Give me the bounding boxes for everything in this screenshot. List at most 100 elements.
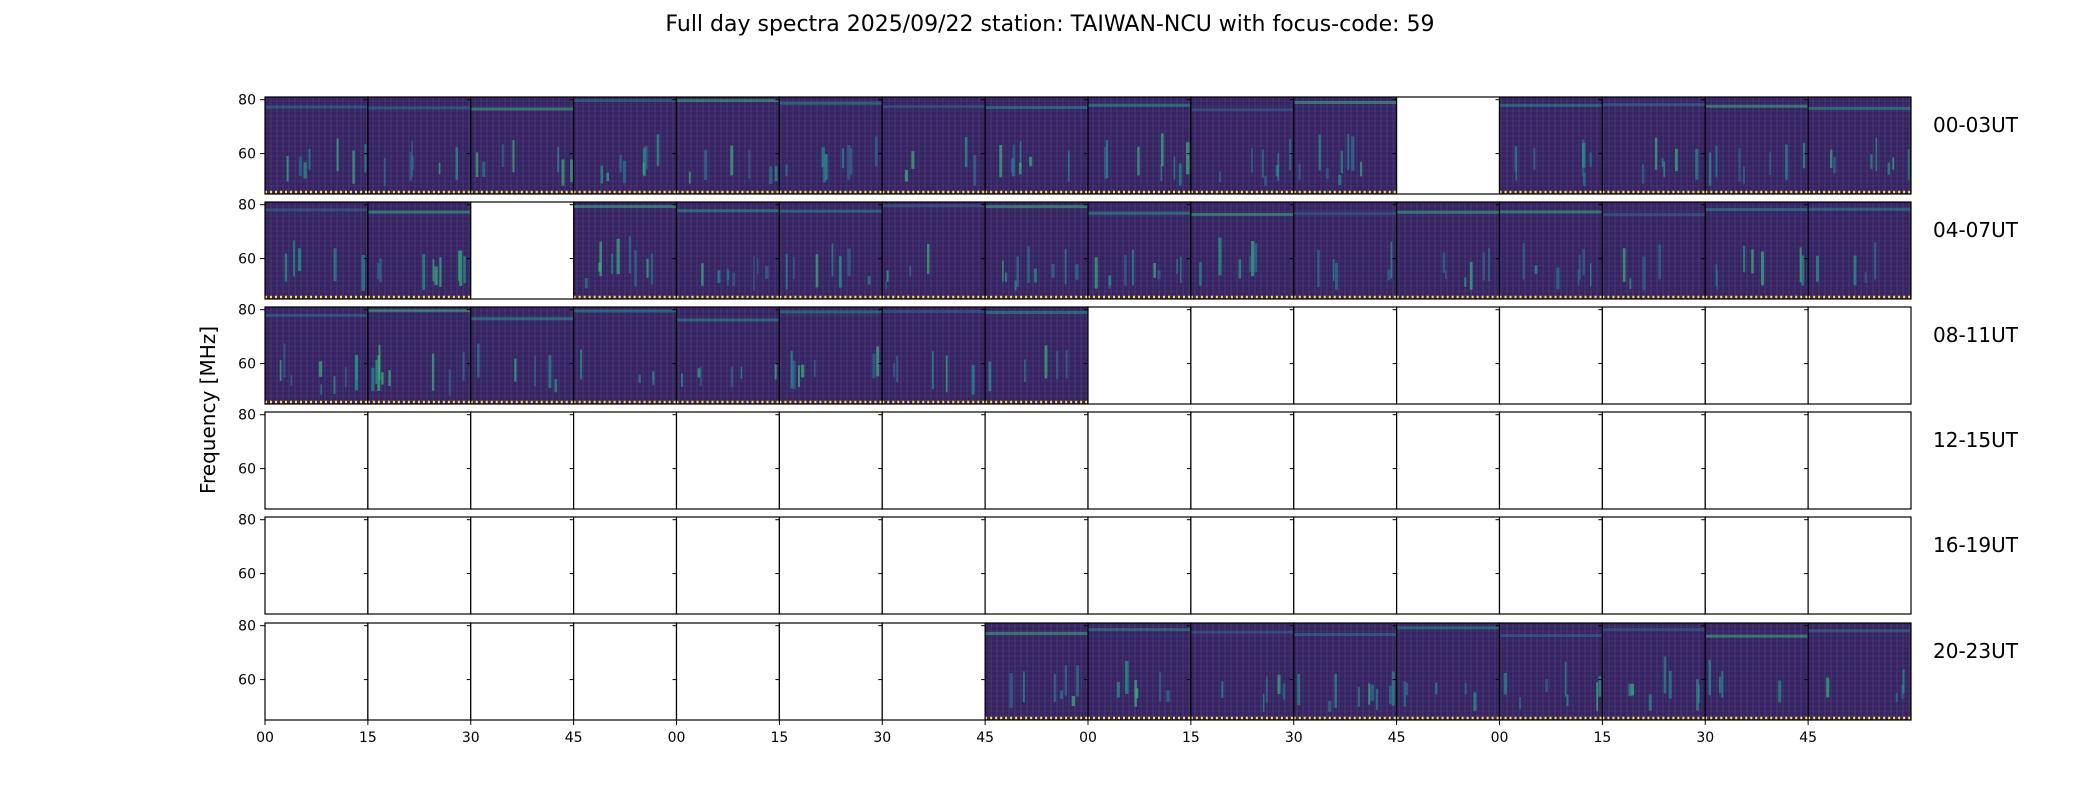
spectrum-panel-20-23UT-9 bbox=[1190, 622, 1295, 721]
spectrum-panel-08-11UT-5 bbox=[778, 306, 883, 405]
spectrum-panel-08-11UT-11 bbox=[1396, 306, 1501, 405]
x-tick-label: 45 bbox=[1388, 730, 1406, 746]
spectrum-panel-08-11UT-2 bbox=[470, 306, 575, 405]
spectrum-panel-00-03UT-7 bbox=[984, 96, 1089, 195]
spectrum-panel-16-19UT-3 bbox=[573, 516, 678, 615]
row-label-20-23UT: 20-23UT bbox=[1933, 639, 2019, 663]
spectrum-panel-04-07UT-8 bbox=[1087, 201, 1192, 300]
row-label-12-15UT: 12-15UT bbox=[1933, 428, 2019, 452]
spectrum-panel-12-15UT-13 bbox=[1601, 411, 1706, 510]
spectrum-panel-12-15UT-4 bbox=[675, 411, 780, 510]
spectrum-panel-04-07UT-15 bbox=[1807, 201, 1912, 300]
y-tick-label: 60 bbox=[238, 462, 256, 478]
x-tick-label: 00 bbox=[1491, 730, 1509, 746]
x-tick-label: 30 bbox=[873, 730, 891, 746]
spectrum-panel-08-11UT-1 bbox=[367, 306, 472, 405]
x-tick-label: 45 bbox=[565, 730, 583, 746]
x-tick-label: 45 bbox=[1799, 730, 1817, 746]
spectrum-panel-04-07UT-7 bbox=[984, 201, 1089, 300]
chart-title: Full day spectra 2025/09/22 station: TAI… bbox=[665, 12, 1435, 37]
spectrum-panel-20-23UT-8 bbox=[1087, 622, 1192, 721]
spectrum-panel-04-07UT-6 bbox=[881, 201, 986, 300]
spectrum-panel-12-15UT-6 bbox=[881, 411, 986, 510]
spectrum-panel-12-15UT-5 bbox=[778, 411, 883, 510]
y-tick-label: 60 bbox=[238, 147, 256, 163]
spectrum-panel-08-11UT-6 bbox=[881, 306, 986, 405]
x-tick-label: 00 bbox=[668, 730, 686, 746]
y-tick-label: 80 bbox=[238, 198, 256, 214]
spectrum-panel-20-23UT-12 bbox=[1498, 622, 1603, 721]
y-tick-label: 60 bbox=[238, 567, 256, 583]
spectrum-panel-00-03UT-0 bbox=[264, 96, 369, 195]
spectrum-panel-12-15UT-2 bbox=[470, 411, 575, 510]
spectrum-panel-00-03UT-3 bbox=[573, 96, 678, 195]
spectrum-panel-12-15UT-0 bbox=[264, 411, 369, 510]
spectrum-panel-00-03UT-12 bbox=[1498, 96, 1603, 195]
spectrum-panel-08-11UT-3 bbox=[573, 306, 678, 405]
x-tick-label: 45 bbox=[976, 730, 994, 746]
spectrum-panel-00-03UT-15 bbox=[1807, 96, 1912, 195]
spectrum-panel-20-23UT-6 bbox=[881, 622, 986, 721]
spectrum-panel-16-19UT-10 bbox=[1293, 516, 1398, 615]
spectrum-panel-00-03UT-9 bbox=[1190, 96, 1295, 195]
spectrum-panel-12-15UT-1 bbox=[367, 411, 472, 510]
spectrum-panel-04-07UT-9 bbox=[1190, 201, 1295, 300]
row-label-00-03UT: 00-03UT bbox=[1933, 113, 2019, 137]
spectrum-panel-04-07UT-13 bbox=[1601, 201, 1706, 300]
spectrum-panel-16-19UT-1 bbox=[367, 516, 472, 615]
x-tick-label: 15 bbox=[1593, 730, 1611, 746]
spectrum-panel-04-07UT-3 bbox=[573, 201, 678, 300]
spectrum-panel-12-15UT-15 bbox=[1807, 411, 1912, 510]
spectrum-panel-16-19UT-5 bbox=[778, 516, 883, 615]
spectrum-panel-00-03UT-10 bbox=[1293, 96, 1398, 195]
spectrum-panel-20-23UT-15 bbox=[1807, 622, 1912, 721]
spectrum-panel-16-19UT-14 bbox=[1704, 516, 1809, 615]
spectrum-panel-04-07UT-0 bbox=[264, 201, 369, 300]
spectrum-panel-08-11UT-4 bbox=[675, 306, 780, 405]
y-tick-label: 80 bbox=[238, 619, 256, 635]
spectrum-panel-00-03UT-4 bbox=[675, 96, 780, 195]
spectrum-panel-08-11UT-12 bbox=[1498, 306, 1603, 405]
spectrum-panel-00-03UT-11 bbox=[1396, 96, 1501, 195]
x-tick-label: 15 bbox=[1182, 730, 1200, 746]
x-tick-label: 00 bbox=[1079, 730, 1097, 746]
row-label-08-11UT: 08-11UT bbox=[1933, 323, 2019, 347]
spectrum-panel-20-23UT-13 bbox=[1601, 622, 1706, 721]
spectrum-panel-04-07UT-4 bbox=[675, 201, 780, 300]
spectrum-panel-00-03UT-14 bbox=[1704, 96, 1809, 195]
spectrum-panel-16-19UT-15 bbox=[1807, 516, 1912, 615]
spectrum-panel-16-19UT-7 bbox=[984, 516, 1089, 615]
spectrum-panel-00-03UT-8 bbox=[1087, 96, 1192, 195]
spectrum-panel-16-19UT-11 bbox=[1396, 516, 1501, 615]
x-tick-label: 30 bbox=[1696, 730, 1714, 746]
spectrum-panel-04-07UT-5 bbox=[778, 201, 883, 300]
x-tick-label: 30 bbox=[462, 730, 480, 746]
spectrum-panel-04-07UT-2 bbox=[470, 201, 575, 300]
spectrum-panel-16-19UT-0 bbox=[264, 516, 369, 615]
spectrum-panel-12-15UT-3 bbox=[573, 411, 678, 510]
spectrum-panel-16-19UT-9 bbox=[1190, 516, 1295, 615]
row-label-16-19UT: 16-19UT bbox=[1933, 533, 2019, 557]
spectrum-panel-08-11UT-15 bbox=[1807, 306, 1912, 405]
spectrum-panel-20-23UT-10 bbox=[1293, 622, 1398, 721]
y-tick-label: 80 bbox=[238, 93, 256, 109]
spectrum-panel-12-15UT-12 bbox=[1498, 411, 1603, 510]
spectrum-panel-08-11UT-10 bbox=[1293, 306, 1398, 405]
spectrum-panel-20-23UT-3 bbox=[573, 622, 678, 721]
y-tick-label: 80 bbox=[238, 303, 256, 319]
spectrum-panel-08-11UT-8 bbox=[1087, 306, 1192, 405]
y-tick-label: 60 bbox=[238, 673, 256, 689]
spectrum-panel-16-19UT-8 bbox=[1087, 516, 1192, 615]
spectrum-panel-04-07UT-12 bbox=[1498, 201, 1603, 300]
y-tick-label: 80 bbox=[238, 408, 256, 424]
spectrum-panel-20-23UT-14 bbox=[1704, 622, 1809, 721]
spectrum-panel-12-15UT-8 bbox=[1087, 411, 1192, 510]
spectrum-panel-04-07UT-11 bbox=[1396, 201, 1501, 300]
spectrum-panel-04-07UT-1 bbox=[367, 201, 472, 300]
spectrum-panel-20-23UT-1 bbox=[367, 622, 472, 721]
spectrum-panel-00-03UT-6 bbox=[881, 96, 986, 195]
spectrum-panel-00-03UT-2 bbox=[470, 96, 575, 195]
spectrum-panel-04-07UT-10 bbox=[1293, 201, 1398, 300]
y-tick-label: 80 bbox=[238, 513, 256, 529]
